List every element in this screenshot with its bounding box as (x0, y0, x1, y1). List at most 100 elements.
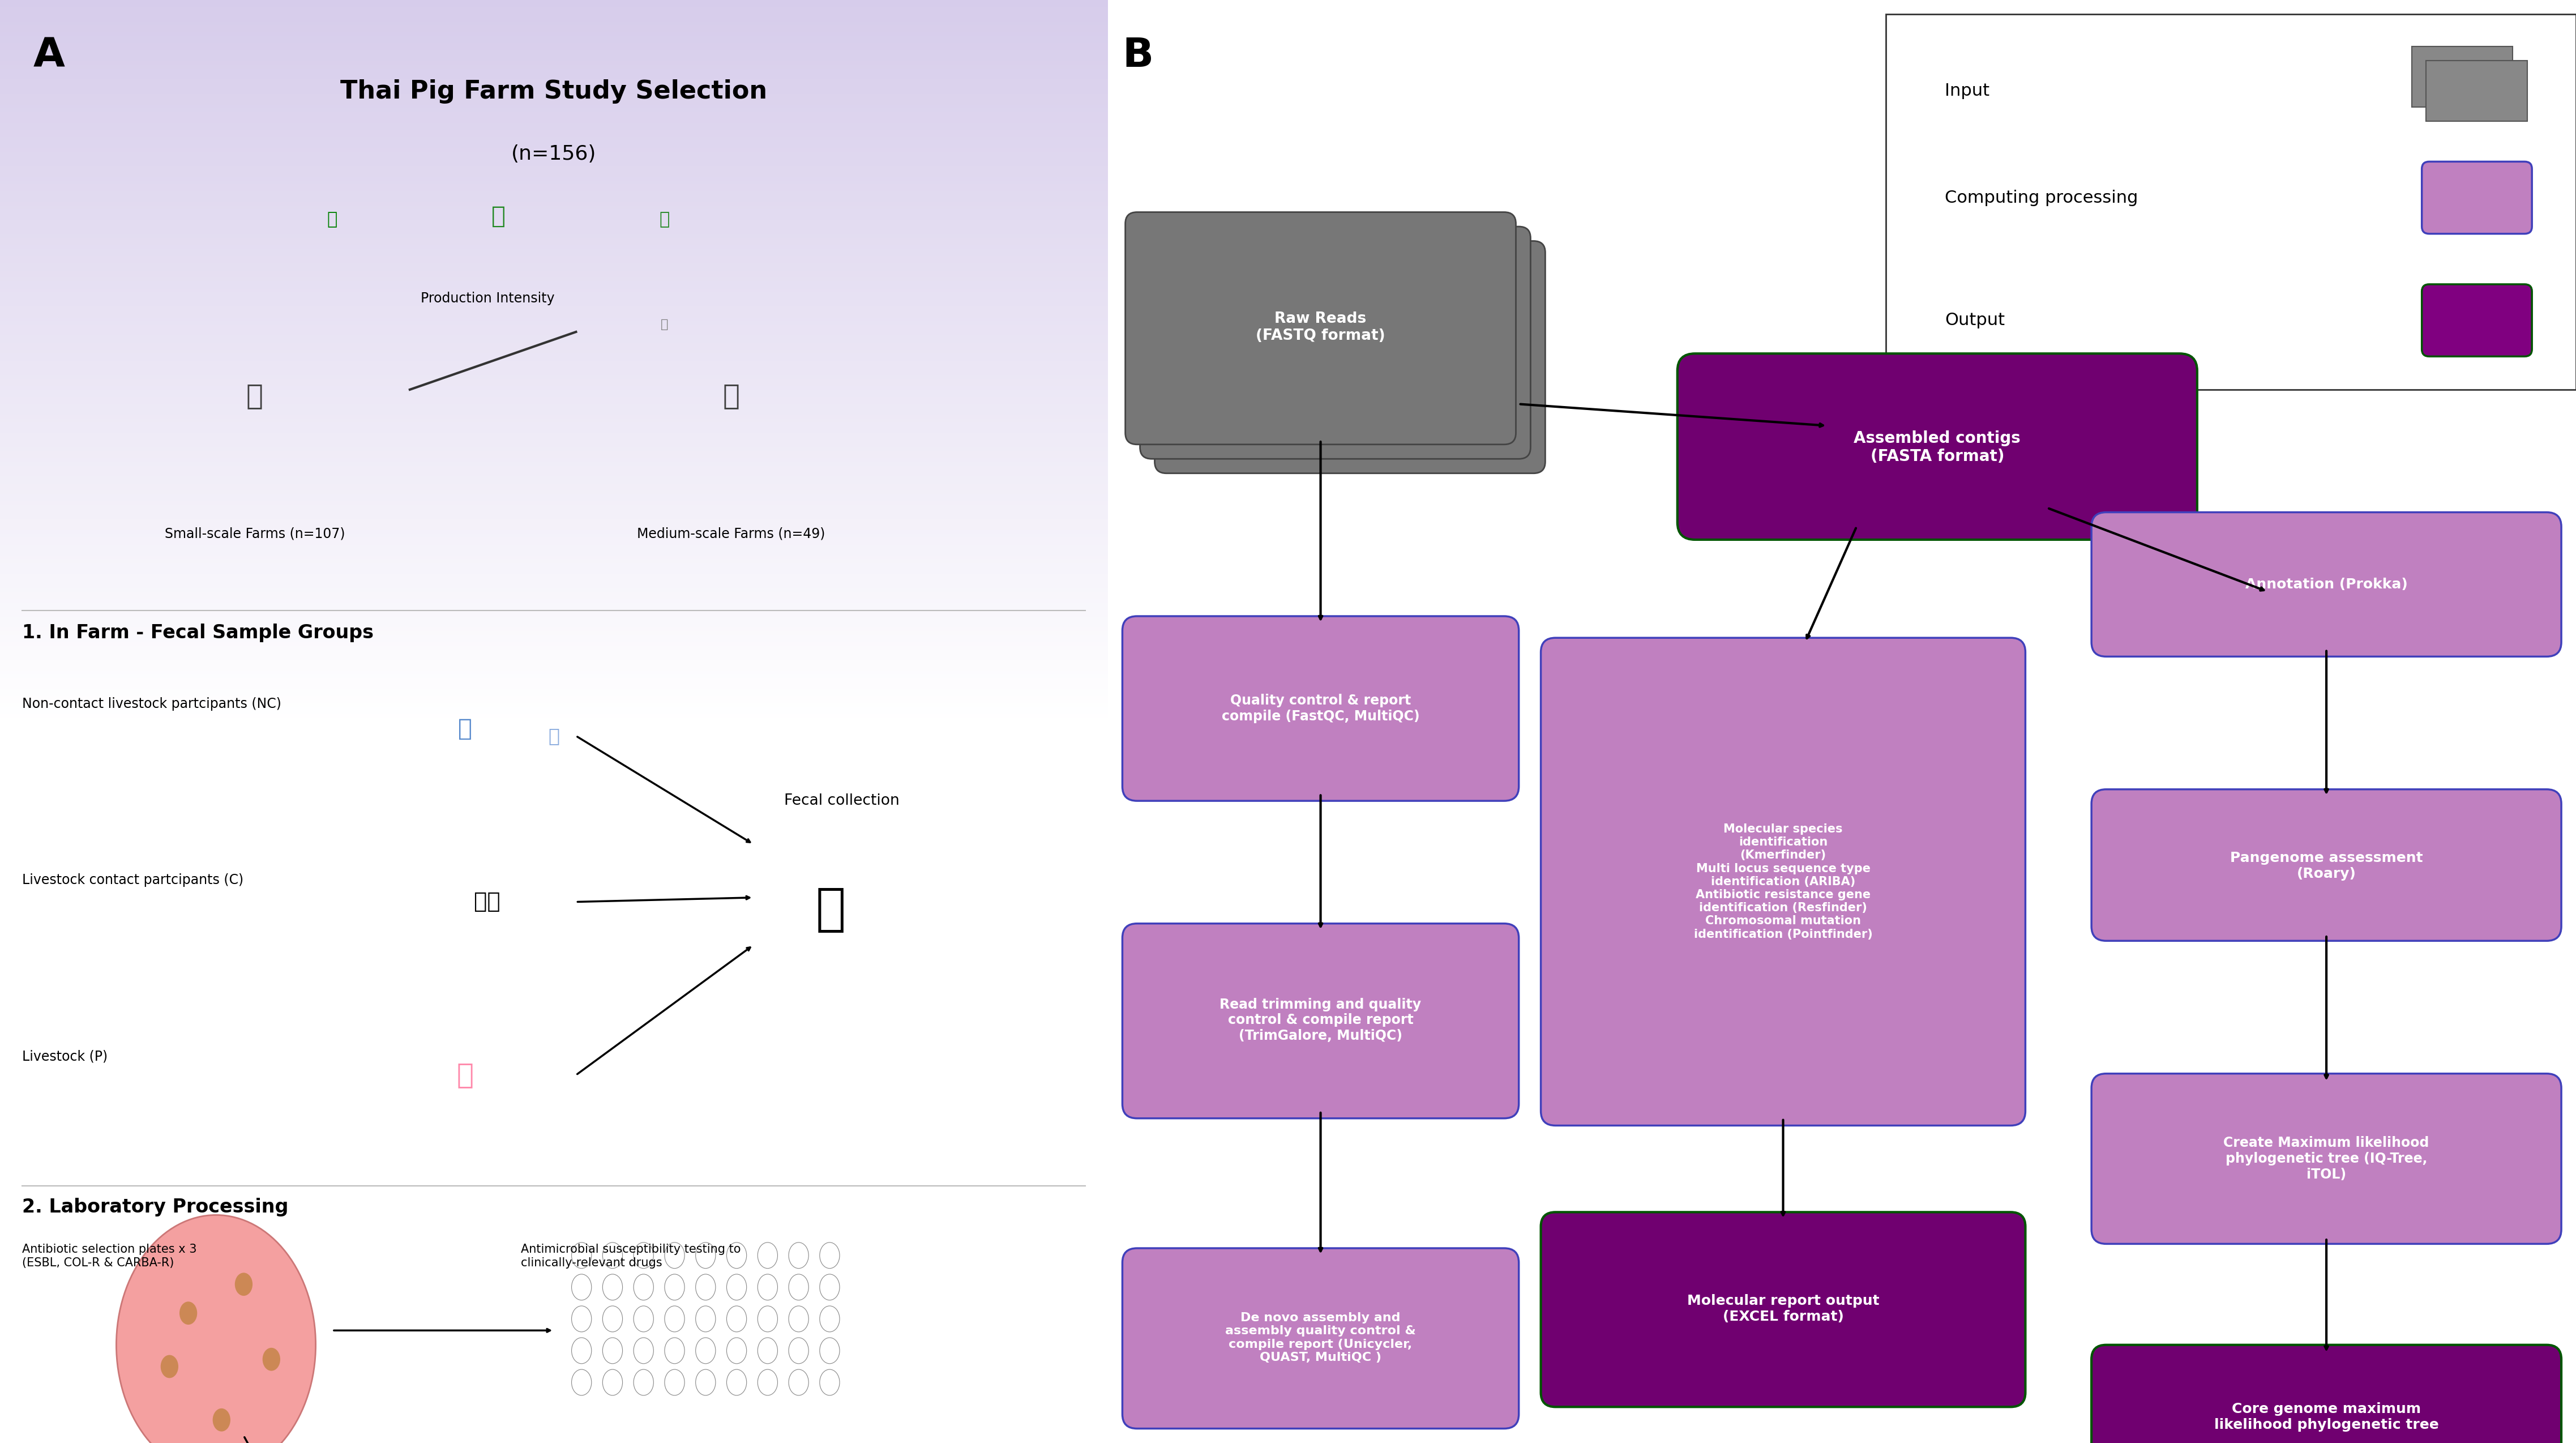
Circle shape (726, 1306, 747, 1332)
Bar (0, 0, 1108, 3)
Circle shape (603, 1242, 623, 1268)
Bar (0, 317, 1108, 320)
Bar (0, 548, 1108, 551)
Bar (0, 623, 1108, 628)
Circle shape (665, 1338, 685, 1364)
Text: Computing processing: Computing processing (1945, 189, 2138, 206)
Bar (0, 101, 1108, 104)
Bar (0, 418, 1108, 421)
Bar (0, 296, 1108, 299)
Bar (0, 690, 1108, 693)
Bar (0, 46, 1108, 51)
Bar (0, 589, 1108, 592)
Bar (0, 430, 1108, 433)
Bar (0, 538, 1108, 541)
Bar (0, 595, 1108, 599)
Circle shape (634, 1369, 654, 1395)
Bar (0, 609, 1108, 613)
Bar (0, 195, 1108, 198)
Bar (0, 108, 1108, 111)
Circle shape (572, 1242, 592, 1268)
Bar (0, 315, 1108, 317)
Bar (0, 245, 1108, 248)
Bar (0, 343, 1108, 346)
Bar (0, 375, 1108, 378)
Bar (0, 675, 1108, 678)
Bar (0, 188, 1108, 190)
Text: Pangenome assessment
(Roary): Pangenome assessment (Roary) (2231, 851, 2424, 880)
Text: Read trimming and quality
control & compile report
(TrimGalore, MultiQC): Read trimming and quality control & comp… (1221, 997, 1422, 1043)
Bar (0, 563, 1108, 566)
Bar (0, 421, 1108, 426)
Bar (0, 573, 1108, 577)
Bar (0, 570, 1108, 573)
Bar (0, 603, 1108, 606)
Bar (0, 198, 1108, 202)
Bar (0, 642, 1108, 646)
Circle shape (819, 1306, 840, 1332)
Text: 💨: 💨 (662, 319, 667, 330)
Bar (0, 469, 1108, 472)
Bar (0, 281, 1108, 286)
Circle shape (603, 1338, 623, 1364)
Bar (0, 678, 1108, 681)
Bar (0, 707, 1108, 710)
Bar (0, 289, 1108, 291)
Bar (0, 212, 1108, 216)
Bar (0, 238, 1108, 241)
FancyBboxPatch shape (2092, 789, 2561, 941)
Bar (0, 392, 1108, 397)
Bar (0, 79, 1108, 82)
Bar (0, 618, 1108, 620)
Bar (0, 325, 1108, 328)
Bar (0, 530, 1108, 534)
Bar (0, 227, 1108, 231)
Circle shape (757, 1306, 778, 1332)
Bar (0, 219, 1108, 224)
Bar (0, 584, 1108, 589)
Text: Molecular species
identification
(Kmerfinder)
Multi locus sequence type
identifi: Molecular species identification (Kmerfi… (1695, 824, 1873, 939)
Text: (n=156): (n=156) (510, 144, 598, 163)
Text: 2. Laboratory Processing: 2. Laboratory Processing (23, 1198, 289, 1216)
Circle shape (665, 1306, 685, 1332)
Circle shape (572, 1369, 592, 1395)
Circle shape (788, 1306, 809, 1332)
Text: Antimicrobial susceptibility testing to
clinically-relevant drugs: Antimicrobial susceptibility testing to … (520, 1244, 739, 1268)
Bar (0, 719, 1108, 722)
Bar (0, 257, 1108, 260)
Bar (0, 202, 1108, 205)
Bar (0, 180, 1108, 183)
Text: Fecal collection: Fecal collection (783, 794, 899, 808)
Bar (0, 505, 1108, 508)
Bar (0, 329, 1108, 332)
Bar (0, 72, 1108, 75)
FancyBboxPatch shape (2427, 61, 2527, 121)
Bar (0, 115, 1108, 118)
Text: Livestock (P): Livestock (P) (23, 1049, 108, 1063)
Bar (0, 22, 1108, 25)
Bar (0, 32, 1108, 36)
FancyBboxPatch shape (2396, 32, 2499, 92)
Bar (0, 488, 1108, 491)
Bar (0, 274, 1108, 277)
Bar (0, 450, 1108, 455)
Text: Core genome maximum
likelihood phylogenetic tree: Core genome maximum likelihood phylogene… (2215, 1403, 2439, 1431)
FancyBboxPatch shape (2092, 1345, 2561, 1443)
Bar (0, 404, 1108, 407)
Bar (0, 501, 1108, 505)
Bar (0, 541, 1108, 544)
Circle shape (634, 1306, 654, 1332)
Text: B: B (1123, 36, 1154, 75)
Circle shape (634, 1338, 654, 1364)
Bar (0, 553, 1108, 556)
Circle shape (819, 1242, 840, 1268)
Bar (0, 649, 1108, 652)
Bar (0, 515, 1108, 519)
Bar (0, 307, 1108, 310)
Text: 🐷: 🐷 (456, 1062, 474, 1088)
Bar (0, 133, 1108, 137)
Bar (0, 162, 1108, 166)
Bar (0, 444, 1108, 447)
Circle shape (696, 1306, 716, 1332)
Bar (0, 509, 1108, 512)
